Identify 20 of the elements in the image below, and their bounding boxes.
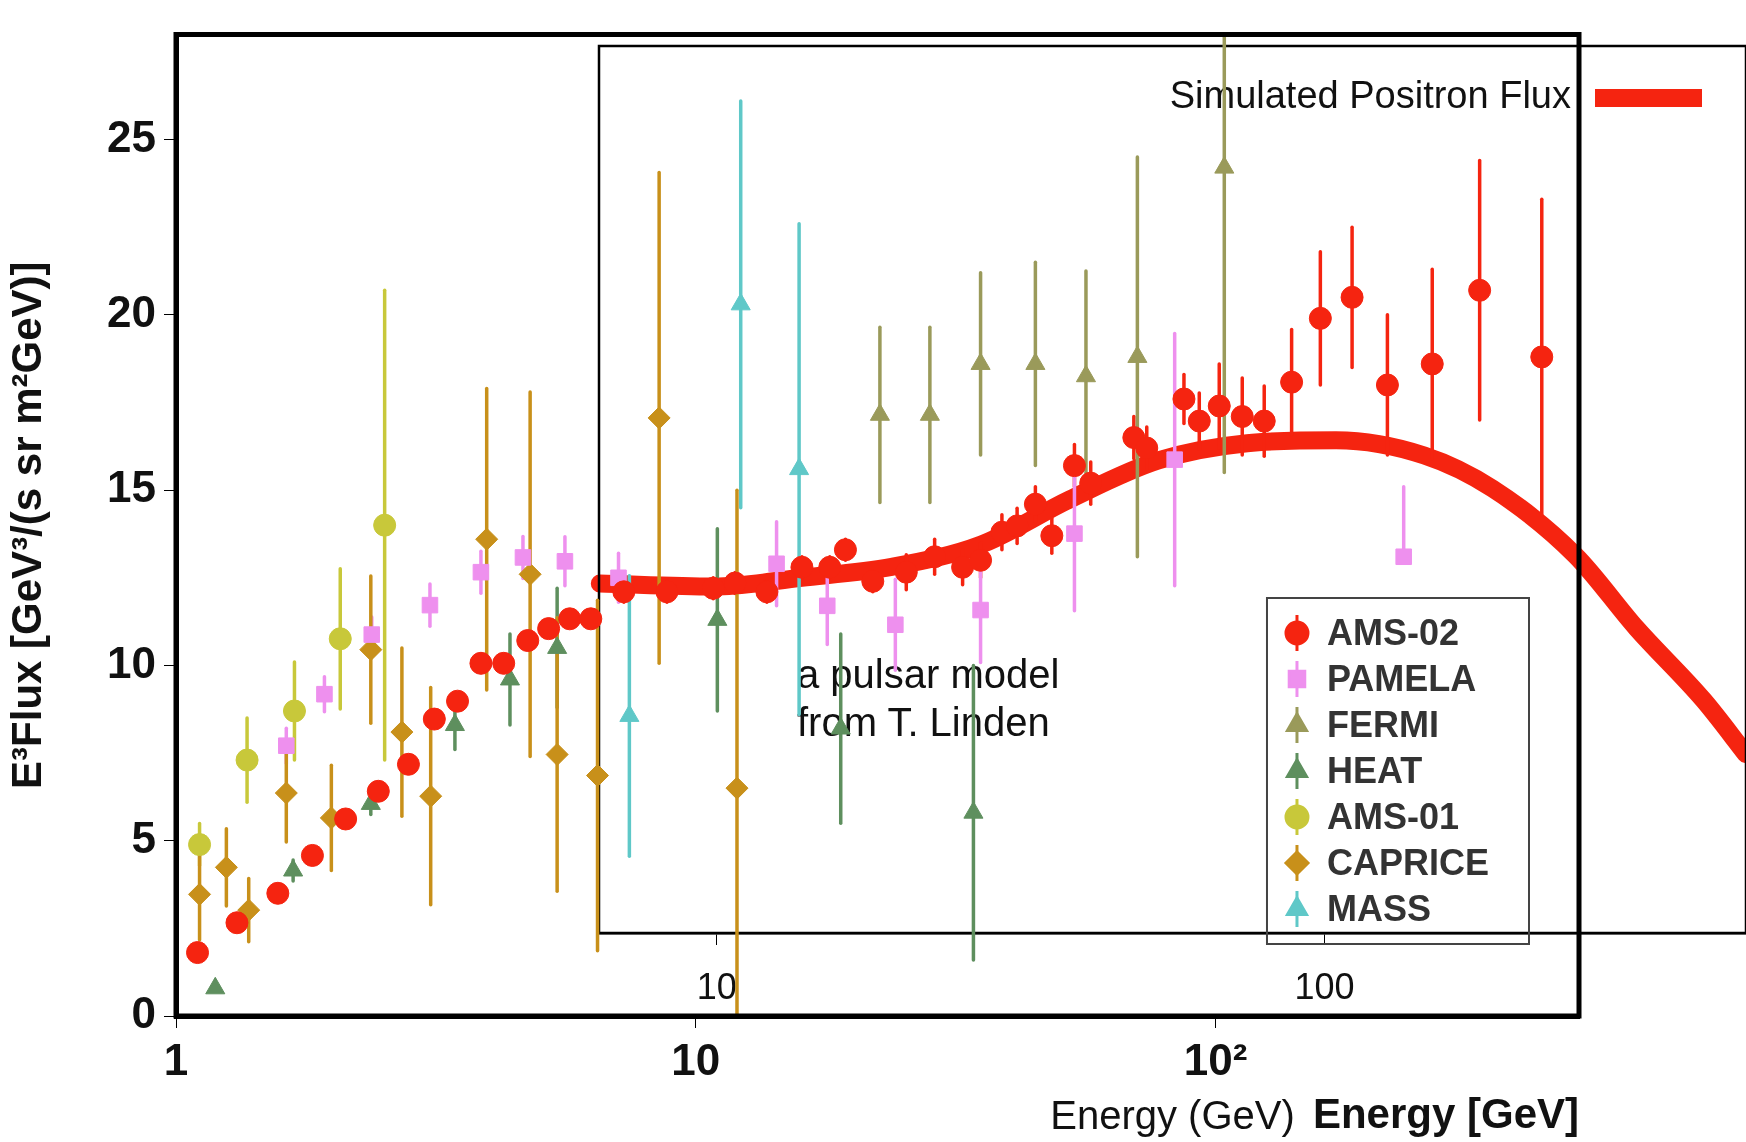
legend-label: PAMELA [1326, 657, 1477, 699]
y-tick-label: 0 [131, 988, 156, 1038]
legend-label: AMS-02 [1326, 611, 1460, 653]
legend-label: CAPRICE [1326, 841, 1490, 883]
legend-label: MASS [1326, 887, 1431, 929]
x-tick-label: 10² [1183, 1034, 1248, 1084]
y-tick-label: 25 [107, 111, 156, 161]
y-axis-title: E³Flux [GeV³/(s sr m²GeV)] [2, 261, 50, 789]
legend-label: AMS-01 [1326, 795, 1460, 837]
legend-label: FERMI [1326, 703, 1439, 745]
x-axis-title: Energy (GeV) [1050, 1093, 1295, 1138]
y-tick-label: 20 [107, 287, 156, 336]
y-tick-label: 5 [131, 812, 156, 862]
x-axis-title: Energy [GeV] [1312, 1090, 1579, 1138]
x-tick-label: 10 [671, 1034, 721, 1084]
x-tick-label: 100 [1294, 965, 1355, 1007]
y-tick-label: 15 [107, 462, 156, 512]
y-tick-label: 10 [107, 637, 156, 687]
legend-label: HEAT [1326, 749, 1423, 791]
x-tick-label: 1 [163, 1034, 189, 1084]
